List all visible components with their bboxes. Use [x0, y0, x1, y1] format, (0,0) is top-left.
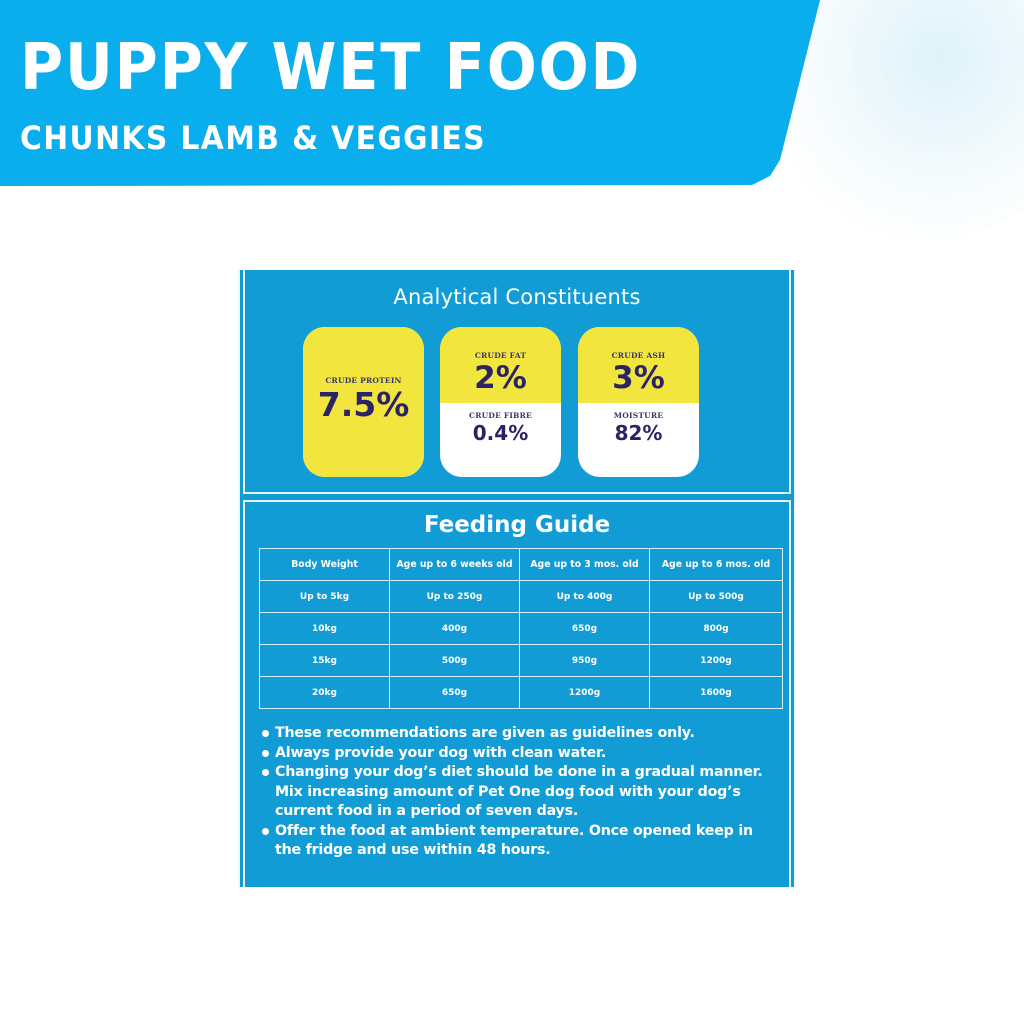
- card-yellow-section: [303, 327, 424, 477]
- table-header-row: Body Weight Age up to 6 weeks old Age up…: [259, 548, 783, 581]
- bullet-icon: [262, 769, 269, 776]
- table-cell: 1200g: [649, 644, 783, 677]
- note-text: Always provide your dog with clean water…: [275, 744, 607, 761]
- table-cell: 650g: [519, 612, 650, 645]
- feeding-guide-table: Body Weight Age up to 6 weeks old Age up…: [259, 548, 783, 709]
- feeding-guide-title: Feeding Guide: [423, 512, 611, 538]
- header-6-weeks: Age up to 6 weeks old: [389, 548, 520, 581]
- crude-protein-card: CRUDE PROTEIN 7.5%: [303, 327, 424, 477]
- header-3-months: Age up to 3 mos. old: [519, 548, 650, 581]
- table-cell: 15kg: [259, 644, 390, 677]
- card-yellow-section: [440, 327, 561, 403]
- table-cell: 10kg: [259, 612, 390, 645]
- crude-fibre-label: CRUDE FIBRE: [469, 411, 532, 420]
- table-cell: Up to 5kg: [259, 580, 390, 613]
- header-body-weight: Body Weight: [259, 548, 390, 581]
- table-cell: Up to 400g: [519, 580, 650, 613]
- crude-fat-value: 2%: [474, 360, 527, 396]
- crude-protein-value: 7.5%: [317, 385, 410, 424]
- table-cell: 1200g: [519, 676, 650, 709]
- crude-protein-label: CRUDE PROTEIN: [325, 376, 402, 385]
- moisture-value: 82%: [614, 421, 663, 445]
- table-cell: 800g: [649, 612, 783, 645]
- note-text: These recommendations are given as guide…: [275, 725, 695, 741]
- moisture-label: MOISTURE: [613, 411, 664, 420]
- table-row: 10kg 400g 650g 800g: [259, 612, 783, 645]
- table-cell: 950g: [519, 644, 650, 677]
- table-row: 15kg 500g 950g 1200g: [259, 644, 783, 677]
- table-cell: 500g: [389, 644, 520, 677]
- crude-ash-moisture-card: CRUDE ASH 3% MOISTURE 82%: [578, 327, 699, 477]
- list-item: These recommendations are given as guide…: [258, 724, 783, 744]
- list-item: Offer the food at ambient temperature. O…: [258, 822, 783, 861]
- feeding-notes-list: These recommendations are given as guide…: [258, 724, 783, 861]
- note-text: Offer the food at ambient temperature. O…: [275, 822, 753, 859]
- table-cell: Up to 250g: [389, 580, 520, 613]
- analytical-constituents-title: Analytical Constituents: [393, 285, 641, 309]
- card-yellow-section: [578, 327, 699, 403]
- crude-ash-label: CRUDE ASH: [611, 351, 666, 360]
- nutrition-panel: Analytical Constituents CRUDE PROTEIN 7.…: [238, 270, 796, 887]
- note-text: Changing your dog’s diet should be done …: [275, 764, 763, 819]
- table-cell: 20kg: [259, 676, 390, 709]
- list-item: Changing your dog’s diet should be done …: [258, 763, 783, 822]
- bullet-icon: [262, 730, 269, 737]
- bullet-icon: [262, 749, 269, 757]
- table-cell: 400g: [389, 612, 520, 645]
- table-cell: Up to 500g: [649, 580, 783, 613]
- table-cell: 650g: [389, 676, 520, 709]
- list-item: Always provide your dog with clean water…: [258, 744, 783, 764]
- product-subtitle: CHUNKS LAMB & VEGGIES: [20, 119, 486, 157]
- table-cell: 1600g: [649, 676, 783, 709]
- crude-fat-fibre-card: CRUDE FAT 2% CRUDE FIBRE 0.4%: [440, 327, 561, 477]
- product-title: PUPPY WET FOOD: [20, 31, 642, 105]
- table-row: 20kg 650g 1200g 1600g: [259, 676, 783, 709]
- crude-fibre-value: 0.4%: [472, 421, 529, 445]
- header-6-months: Age up to 6 mos. old: [649, 548, 783, 581]
- crude-fat-label: CRUDE FAT: [474, 351, 527, 360]
- bullet-icon: [262, 827, 269, 835]
- feeding-guide-section: Feeding Guide Body Weight Age up to 6 we…: [243, 500, 791, 887]
- crude-ash-value: 3%: [612, 360, 665, 396]
- header-banner: [0, 0, 820, 186]
- analytical-constituents-section: Analytical Constituents CRUDE PROTEIN 7.…: [243, 270, 791, 494]
- table-row: Up to 5kg Up to 250g Up to 400g Up to 50…: [259, 580, 783, 613]
